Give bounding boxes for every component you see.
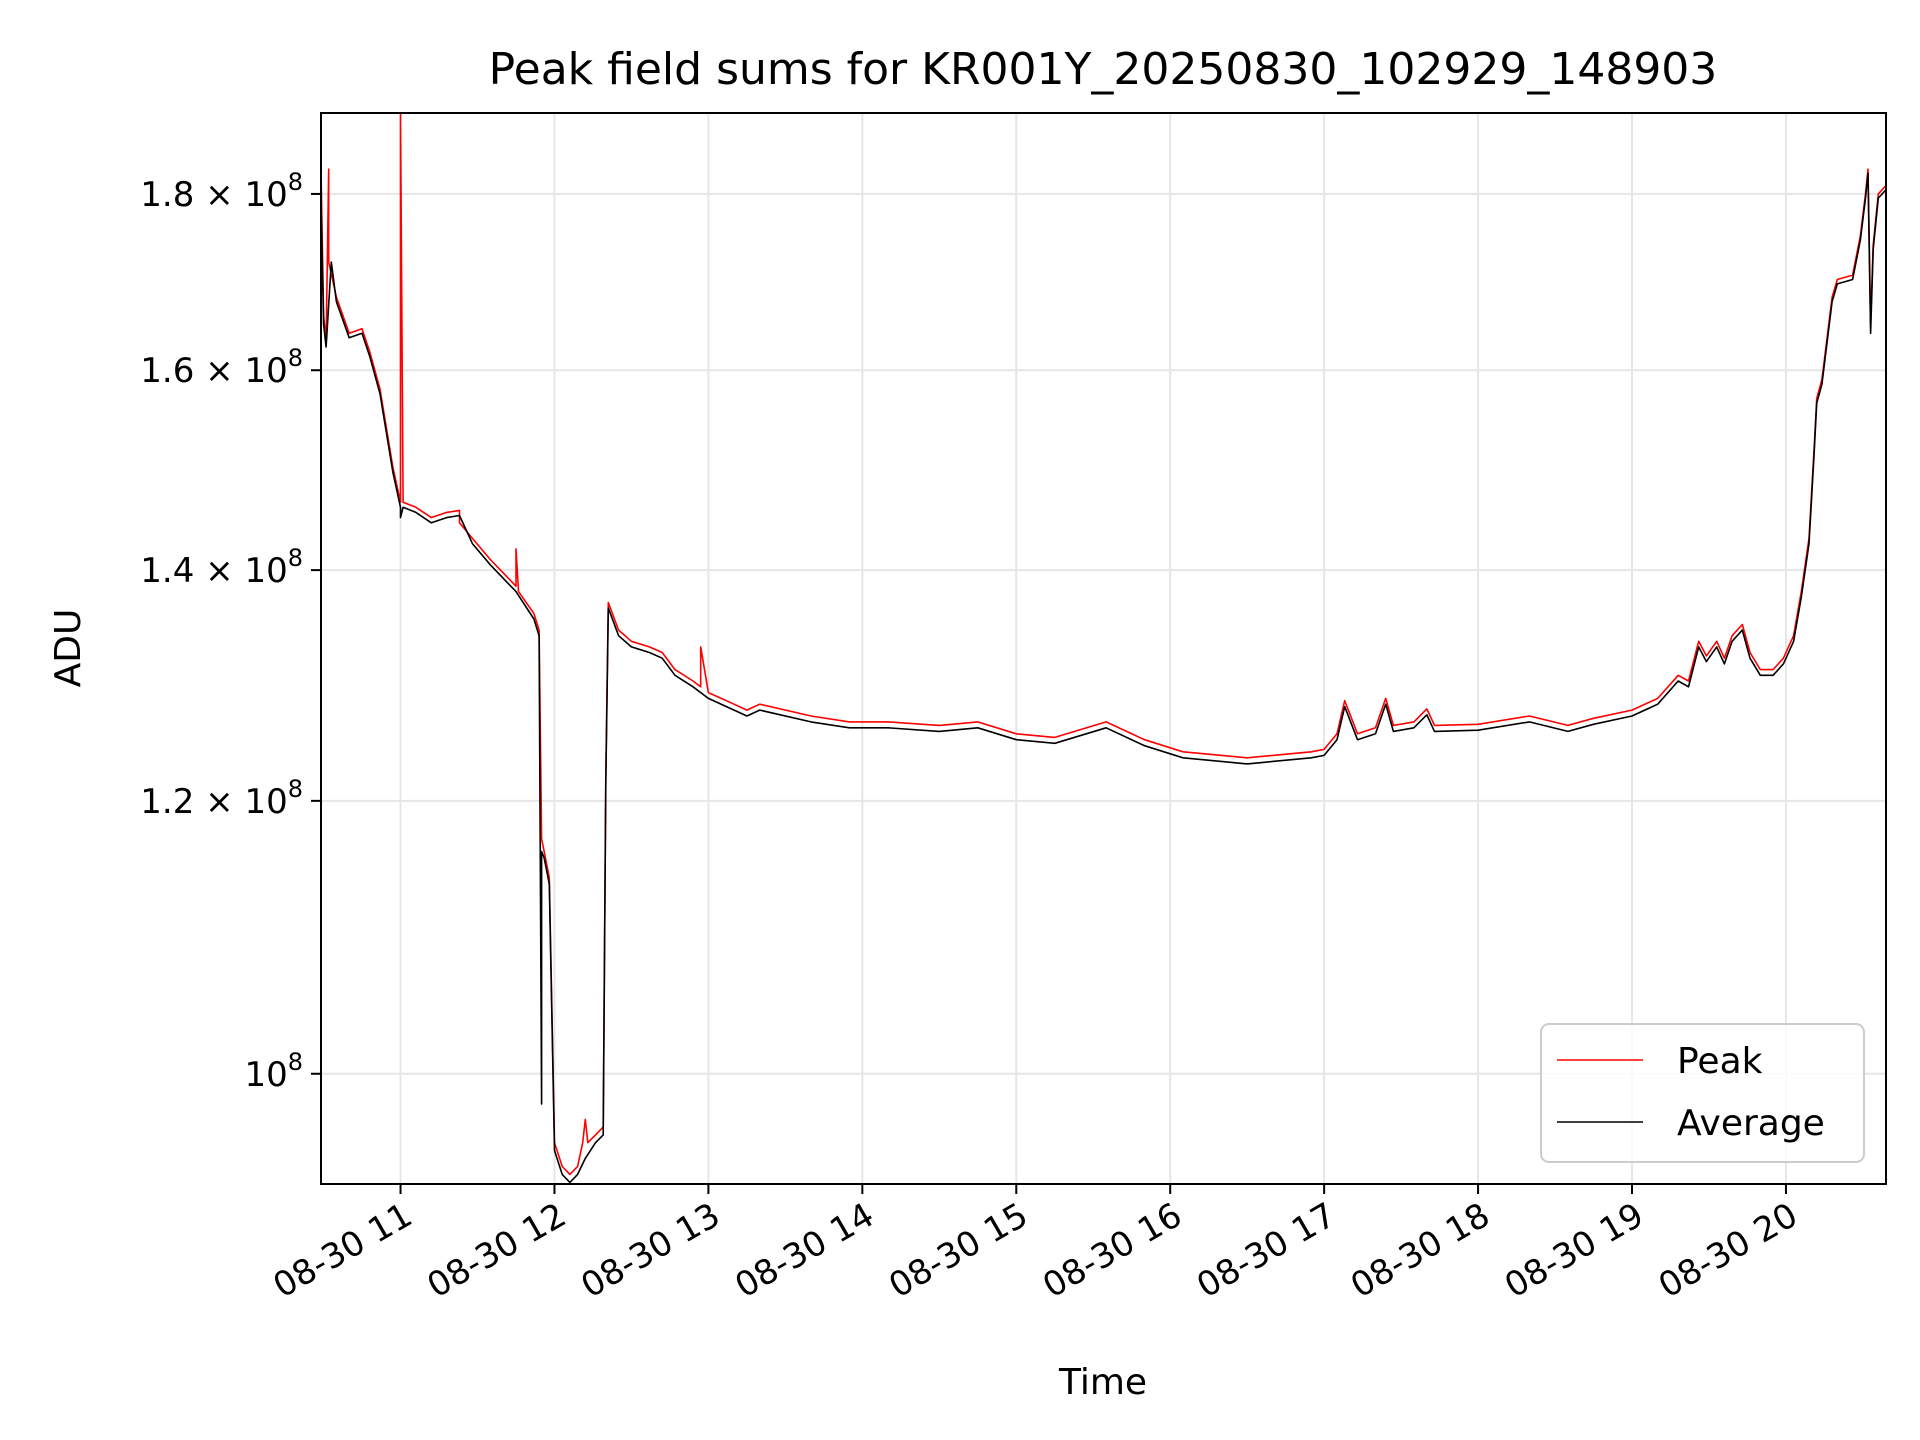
series-line-peak <box>321 113 1886 1176</box>
x-axis-label: Time <box>1058 1362 1147 1403</box>
y-tick-label: 1.8 × 108 <box>140 168 303 215</box>
legend-label-peak: Peak <box>1677 1041 1763 1082</box>
series-layer <box>321 113 1886 1184</box>
y-axis-label: ADU <box>48 609 89 688</box>
y-tick-label: 108 <box>244 1048 303 1095</box>
y-tick-label: 1.2 × 108 <box>140 775 303 822</box>
y-tick-label: 1.6 × 108 <box>140 344 303 391</box>
series-line-average <box>321 172 1886 1184</box>
legend-box <box>1540 1023 1865 1163</box>
legend: Peak Average <box>1540 1023 1865 1163</box>
y-axis-ticks: 108 1.2 × 108 1.4 × 108 1.6 × 108 1.8 × 108 <box>140 168 321 1095</box>
axes-frame <box>320 112 1887 1185</box>
y-tick-label: 1.4 × 108 <box>140 544 303 591</box>
chart-title: Peak field sums for KR001Y_20250830_1029… <box>489 44 1718 95</box>
legend-label-average: Average <box>1677 1103 1825 1144</box>
